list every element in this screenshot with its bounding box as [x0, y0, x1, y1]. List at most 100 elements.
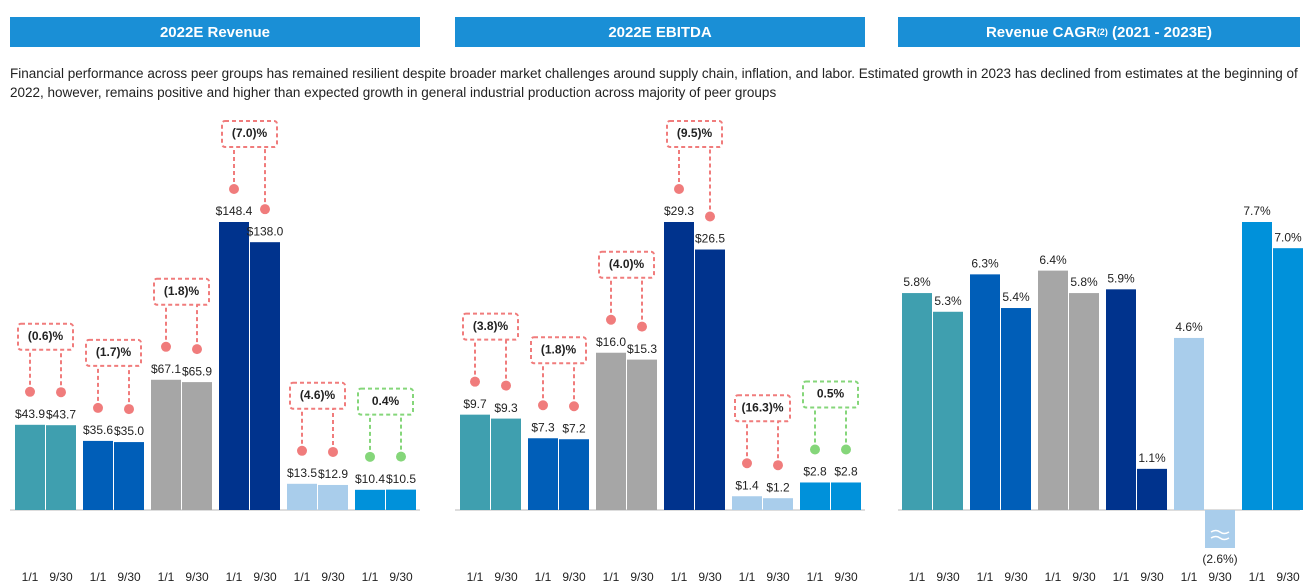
value-label: 5.8% [903, 275, 931, 289]
bar [182, 382, 212, 510]
value-label: 5.8% [1070, 275, 1098, 289]
bar [933, 311, 963, 510]
x-tick-label: 1/1 [158, 570, 175, 584]
value-label: 7.7% [1243, 204, 1271, 218]
value-label: $1.2 [766, 480, 790, 494]
value-label: $29.3 [664, 204, 694, 218]
connector-dot [841, 444, 851, 455]
change-box [221, 120, 278, 148]
x-tick-label: 1/1 [807, 570, 824, 584]
bar [1001, 308, 1031, 510]
bar [1242, 222, 1272, 510]
x-tick-label: 9/30 [630, 570, 654, 584]
x-tick-label: 9/30 [185, 570, 209, 584]
connector-dot [396, 451, 406, 462]
bar [287, 483, 317, 510]
change-label: (1.7)% [96, 345, 132, 359]
bar [1038, 270, 1068, 510]
value-label: $148.4 [216, 204, 253, 218]
change-label: (0.6)% [28, 329, 64, 343]
value-label: $7.3 [531, 420, 555, 434]
x-tick-label: 9/30 [834, 570, 858, 584]
axis-break [1210, 535, 1230, 541]
change-label: (9.5)% [677, 126, 713, 140]
connector-dot [773, 460, 783, 471]
change-box [530, 336, 587, 365]
bar [151, 379, 181, 510]
value-label: $26.5 [695, 232, 725, 246]
bar [1137, 468, 1167, 510]
value-label: $43.9 [15, 407, 45, 421]
bar [250, 242, 280, 510]
connector-dot [674, 184, 684, 194]
change-box [734, 394, 791, 423]
value-label: 4.6% [1175, 320, 1203, 334]
change-label: (4.6)% [300, 388, 336, 402]
connector-dot [229, 184, 239, 194]
bar [219, 222, 249, 510]
connector-dot [637, 321, 647, 332]
x-tick-label: 1/1 [226, 570, 243, 584]
bar [1273, 248, 1303, 510]
panel-header: Revenue CAGR (2) (2021 - 2023E) [898, 17, 1300, 47]
value-label: $1.4 [735, 478, 759, 492]
change-label: (1.8)% [541, 342, 577, 356]
connector-dot [328, 446, 338, 457]
value-label: 5.9% [1107, 271, 1135, 285]
x-tick-label: 1/1 [671, 570, 688, 584]
value-label: $15.3 [627, 342, 657, 356]
x-tick-label: 9/30 [321, 570, 345, 584]
x-tick-label: 9/30 [117, 570, 141, 584]
value-label: $12.9 [318, 467, 348, 481]
change-box [85, 338, 142, 367]
bar [800, 482, 830, 510]
x-tick-label: 9/30 [49, 570, 73, 584]
panel-title: 2022E EBITDA [608, 23, 712, 41]
bar [902, 293, 932, 510]
change-box [289, 381, 346, 410]
value-label: $2.8 [834, 465, 858, 479]
change-box [802, 380, 859, 409]
bar [1069, 293, 1099, 510]
connector-dot [705, 211, 715, 222]
change-label: 0.4% [372, 394, 400, 408]
connector-dot [742, 458, 752, 469]
connector-dot [124, 404, 134, 415]
connector-dot [25, 386, 35, 397]
value-label: $16.0 [596, 335, 626, 349]
bar [460, 414, 490, 510]
connector-dot [501, 380, 511, 391]
value-label: $9.3 [494, 401, 518, 415]
x-tick-label: 1/1 [1181, 570, 1198, 584]
title-superscript: (2) [1096, 27, 1108, 37]
value-label: $35.6 [83, 423, 113, 437]
change-label: (4.0)% [609, 257, 645, 271]
change-label: (16.3)% [741, 400, 783, 414]
value-label: $13.5 [287, 466, 317, 480]
x-tick-label: 9/30 [1140, 570, 1164, 584]
connector-dot [192, 344, 202, 355]
connector-dot [470, 376, 480, 387]
connector-dot [260, 204, 270, 215]
bar [528, 438, 558, 510]
axis-break [1210, 529, 1230, 535]
value-label: 5.3% [934, 294, 962, 308]
x-tick-label: 9/30 [562, 570, 586, 584]
panel-header: 2022E EBITDA [455, 17, 865, 47]
change-box [17, 322, 74, 351]
connector-dot [538, 400, 548, 411]
bar [1205, 510, 1235, 548]
value-label: $67.1 [151, 362, 181, 376]
connector-dot [297, 445, 307, 456]
bar [627, 359, 657, 510]
bar [491, 418, 521, 510]
bar [559, 439, 589, 510]
bar [763, 498, 793, 510]
change-box [462, 312, 519, 341]
x-tick-label: 9/30 [766, 570, 790, 584]
title-suffix: (2021 - 2023E) [1107, 23, 1213, 41]
bar [46, 425, 76, 510]
connector-dot [810, 444, 820, 455]
bar [1174, 337, 1204, 510]
value-label: $43.7 [46, 407, 76, 421]
